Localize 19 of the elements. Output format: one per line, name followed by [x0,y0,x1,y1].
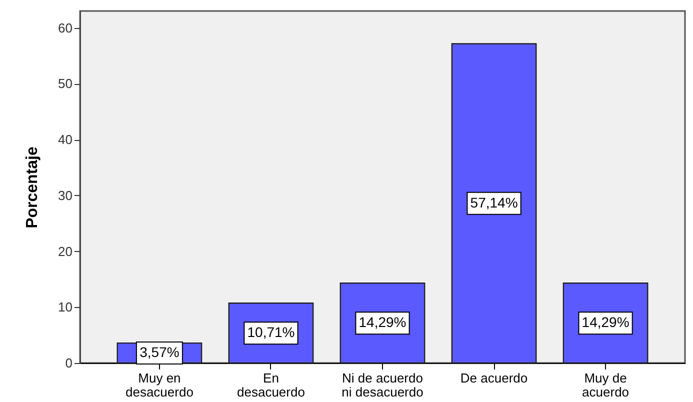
y-tick-label: 60 [58,20,72,36]
y-axis-title: Porcentaje [24,146,42,228]
y-tick-label: 20 [58,244,72,259]
x-tick-label: En desacuerdo [237,370,305,400]
x-tick-label: De acuerdo [460,370,528,386]
data-label: 57,14% [470,194,518,210]
y-tick-label: 10 [58,300,72,315]
data-label: 3,57% [140,344,180,360]
y-tick-label: 50 [58,76,72,92]
data-label: 10,71% [247,324,295,340]
y-tick-label: 40 [58,132,72,148]
x-tick-label: Ni de acuerdo ni desacuerdo [342,370,424,400]
bar [451,43,537,364]
y-tick-label: 30 [58,188,72,203]
y-tick-label: 0 [65,356,72,370]
x-tick-label: Muy en desacuerdo [125,370,194,400]
data-label: 14,29% [358,314,406,330]
x-tick-label: Muy de acuerdo [582,370,630,400]
data-label: 14,29% [582,314,630,330]
